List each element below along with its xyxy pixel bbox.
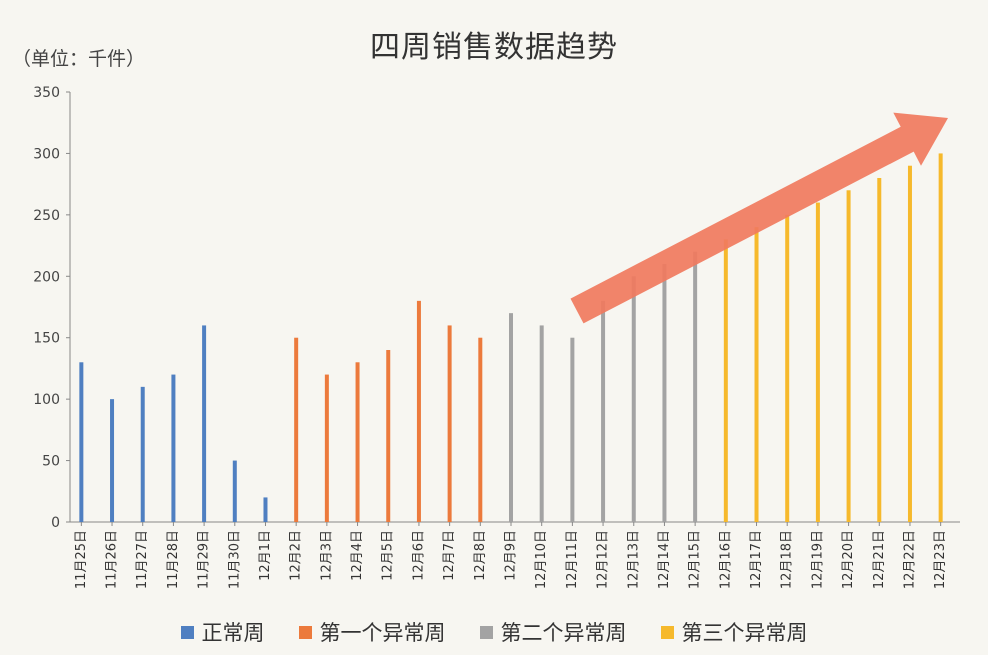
bar <box>723 239 728 522</box>
x-tick-label: 12月23日 <box>933 530 948 589</box>
bar <box>263 497 268 522</box>
bar <box>202 325 207 522</box>
y-tick-label: 200 <box>33 269 60 285</box>
x-tick-label: 12月15日 <box>688 530 703 589</box>
bar <box>601 300 606 522</box>
y-tick-label: 300 <box>33 146 60 162</box>
x-tick-label: 12月17日 <box>749 530 764 589</box>
trend-arrow <box>570 112 948 324</box>
y-tick-label: 0 <box>51 515 60 531</box>
bar <box>815 202 820 523</box>
legend: 正常周 第一个异常周 第二个异常周 第三个异常周 <box>0 617 988 647</box>
legend-swatch <box>660 625 674 639</box>
y-tick-label: 250 <box>33 208 60 224</box>
bar <box>877 178 882 522</box>
x-tick-label: 12月19日 <box>810 530 825 589</box>
x-tick-label: 12月4日 <box>350 530 365 581</box>
bar <box>140 386 145 522</box>
legend-item: 第二个异常周 <box>479 617 627 647</box>
x-tick-label: 12月1日 <box>258 530 273 581</box>
bar <box>907 165 912 522</box>
legend-swatch <box>298 625 312 639</box>
bar <box>754 227 759 522</box>
bar <box>509 313 513 522</box>
x-tick-label: 12月10日 <box>534 530 549 589</box>
x-tick-label: 12月5日 <box>381 530 396 581</box>
x-tick-labels: 11月25日 11月26日 11月27日 11月28日 11月29日 11月30日 12月1… <box>74 530 948 589</box>
x-tick-label: 12月12日 <box>596 530 611 589</box>
chart-title: 四周销售数据趋势 <box>370 30 618 65</box>
y-tick-label: 50 <box>42 454 60 470</box>
x-tick-label: 11月27日 <box>135 530 150 589</box>
bar <box>447 325 452 522</box>
x-tick-label: 12月6日 <box>411 530 426 581</box>
x-tick-label: 11月25日 <box>74 530 89 589</box>
x-tick-label: 12月8日 <box>473 530 488 581</box>
x-tick-label: 12月21日 <box>872 530 887 589</box>
y-tick-label: 100 <box>33 392 60 408</box>
bar <box>539 325 544 522</box>
bar <box>846 190 851 523</box>
bar <box>662 264 667 522</box>
bar <box>478 337 483 522</box>
x-tick-label: 12月14日 <box>657 530 672 589</box>
x-tick-label: 12月2日 <box>289 530 304 581</box>
x-tick-label: 12月7日 <box>442 530 457 581</box>
bar <box>294 337 299 522</box>
bar <box>386 350 391 522</box>
bars <box>79 153 943 523</box>
y-tick-label: 350 <box>33 85 60 101</box>
legend-label: 第二个异常周 <box>500 621 627 645</box>
x-tick-label: 12月22日 <box>902 530 917 589</box>
x-tick-label: 11月26日 <box>105 530 120 589</box>
bar <box>938 153 943 522</box>
bar <box>79 362 84 522</box>
legend-item: 第三个异常周 <box>660 617 808 647</box>
legend-label: 第一个异常周 <box>319 621 446 645</box>
legend-swatch <box>180 625 194 639</box>
legend-label: 正常周 <box>201 621 265 645</box>
legend-item: 第一个异常周 <box>298 617 446 647</box>
bar <box>631 276 636 522</box>
bar <box>171 374 176 522</box>
x-tick-label: 11月30日 <box>227 530 242 589</box>
bar <box>324 374 329 522</box>
x-tick-label: 11月29日 <box>197 530 212 589</box>
bar <box>570 337 575 522</box>
bar <box>355 362 360 522</box>
bar <box>416 300 421 522</box>
x-tick-label: 12月20日 <box>841 530 856 589</box>
x-tick-label: 12月9日 <box>504 530 519 581</box>
x-tick-label: 11月28日 <box>166 530 181 589</box>
bar <box>232 460 237 522</box>
x-tick-label: 12月18日 <box>780 530 795 589</box>
legend-item: 正常周 <box>180 617 265 647</box>
x-tick-label: 12月3日 <box>319 530 334 581</box>
legend-swatch <box>479 625 493 639</box>
x-tick-label: 12月11日 <box>565 530 580 589</box>
bar <box>110 399 115 522</box>
unit-label: （单位：千件） <box>12 48 146 70</box>
bar <box>785 214 790 522</box>
x-tick-label: 12月16日 <box>718 530 733 589</box>
trend-arrow-layer <box>570 112 948 324</box>
x-tick-label: 12月13日 <box>626 530 641 589</box>
y-tick-label: 150 <box>33 331 60 347</box>
axes: 0 50 100 150 200 250 300 350 <box>33 85 960 531</box>
legend-label: 第三个异常周 <box>681 621 808 645</box>
bar <box>693 251 698 522</box>
